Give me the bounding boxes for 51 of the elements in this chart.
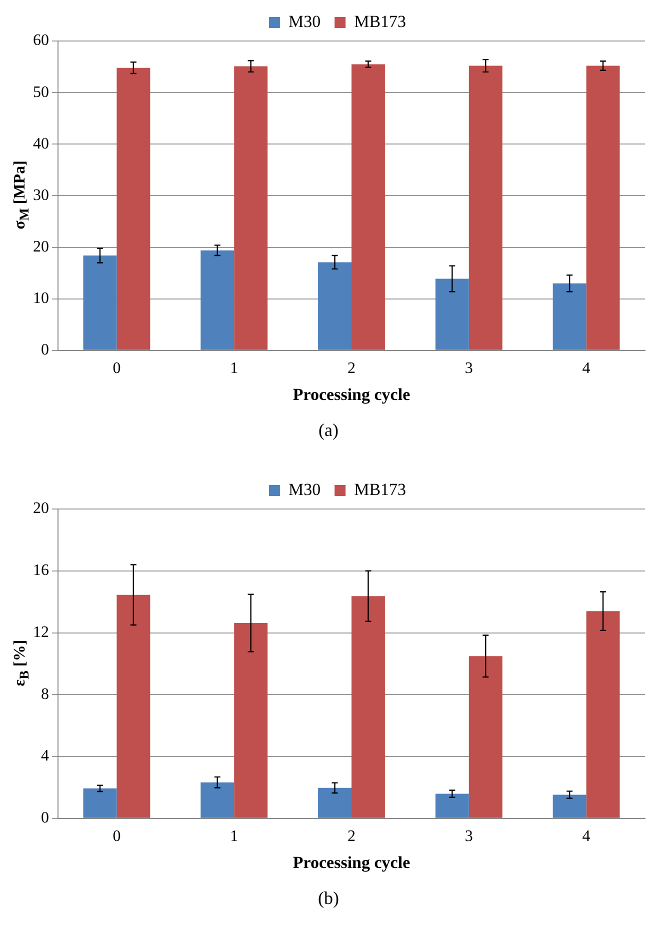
bar: [552, 283, 586, 350]
x-tick-label: 0: [112, 828, 121, 846]
bar: [352, 596, 385, 818]
y-tick-label: 0: [41, 342, 49, 359]
bar: [234, 66, 268, 350]
x-tick-label: 3: [464, 828, 473, 846]
bar: [116, 594, 150, 818]
bar: [83, 788, 117, 818]
legend-label: MB173: [354, 12, 406, 31]
bar: [234, 623, 268, 818]
y-tick-label: 30: [33, 186, 49, 204]
bar: [586, 611, 620, 818]
bar: [200, 250, 234, 350]
legend-label: M30: [288, 12, 321, 31]
y-tick-label: 40: [33, 135, 49, 152]
y-tick-label: 50: [33, 84, 49, 101]
x-tick-label: 0: [112, 360, 121, 378]
x-tick-label: 4: [582, 360, 590, 378]
bar: [83, 256, 117, 350]
x-tick-label: 1: [230, 828, 238, 846]
bar: [552, 794, 586, 818]
legend-label: MB173: [354, 480, 406, 499]
y-tick-label: 16: [33, 562, 49, 580]
y-tick-label: 10: [33, 290, 49, 308]
text: (b): [317, 888, 340, 909]
x-tick-label: 3: [464, 360, 473, 378]
bar: [116, 68, 150, 350]
bar: [318, 788, 352, 818]
y-tick-label: 0: [41, 810, 49, 827]
bar: [318, 262, 352, 350]
bar: [586, 66, 620, 350]
x-tick-label: 2: [348, 828, 356, 846]
x-axis-title: Processing cycle: [292, 853, 411, 872]
bar: [200, 782, 234, 818]
x-axis-title: Processing cycle: [292, 385, 411, 404]
bar: [435, 794, 469, 818]
y-tick-label: 20: [33, 238, 49, 256]
x-tick-label: 2: [348, 360, 356, 378]
y-tick-label: 4: [41, 748, 49, 765]
x-tick-label: 4: [582, 828, 590, 846]
y-tick-label: 60: [33, 32, 49, 50]
bar: [352, 64, 385, 350]
x-tick-label: 1: [230, 360, 238, 378]
y-tick-label: 20: [33, 500, 49, 518]
bar: [468, 656, 502, 818]
legend-label: M30: [288, 480, 321, 499]
y-tick-label: 12: [33, 624, 49, 641]
y-tick-label: 8: [41, 686, 49, 703]
bar: [468, 66, 502, 350]
text: (a): [318, 420, 340, 441]
bar: [435, 278, 469, 350]
